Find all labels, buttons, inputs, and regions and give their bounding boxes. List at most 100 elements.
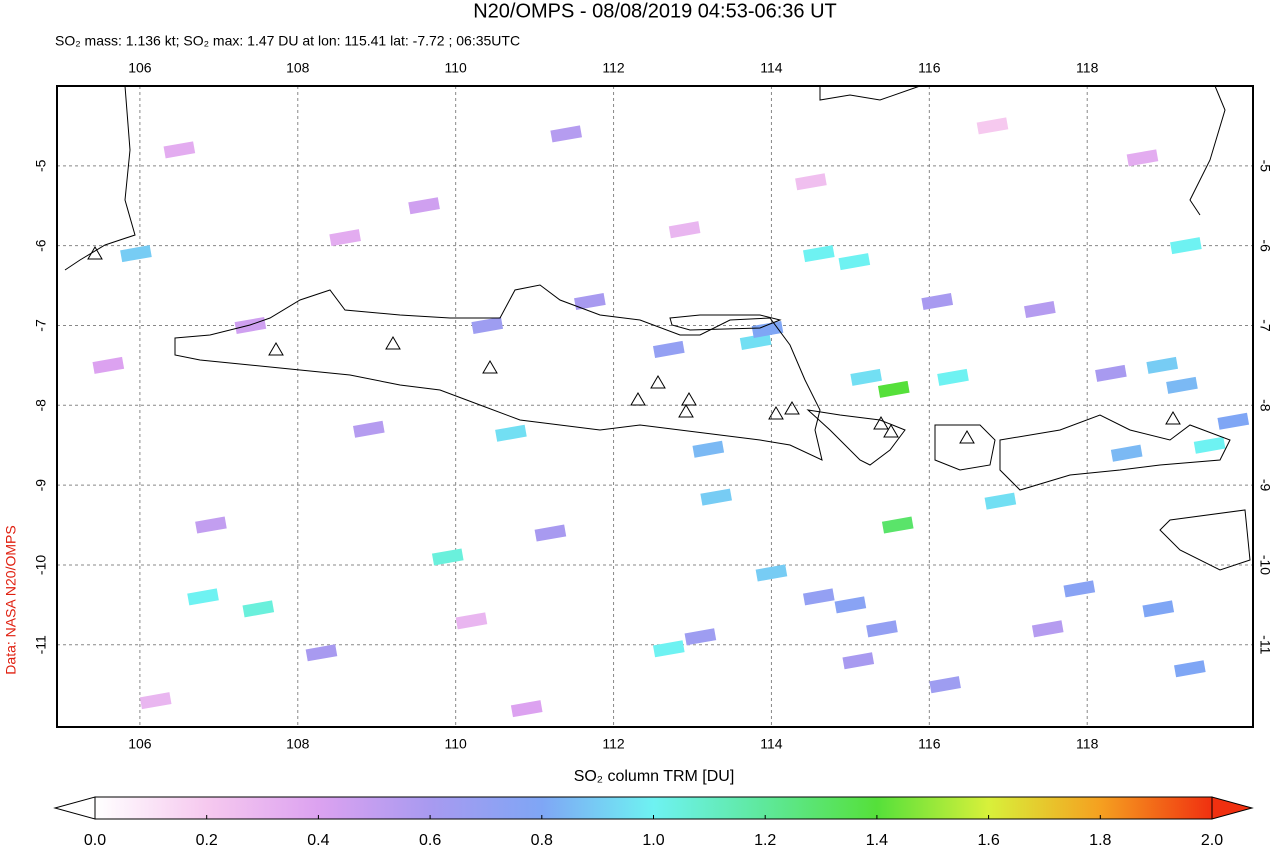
so2-pixel xyxy=(937,368,969,386)
colorbar-tick-label: 0.2 xyxy=(196,832,218,849)
so2-pixel xyxy=(802,245,835,263)
y-tick-label: -9 xyxy=(33,479,49,492)
so2-pixel xyxy=(1095,364,1127,382)
colorbar-tick-label: 1.6 xyxy=(977,832,999,849)
so2-pixel xyxy=(755,564,788,582)
y-tick-label: -5 xyxy=(33,159,49,172)
y-tick-label: -6 xyxy=(1257,239,1272,252)
so2-pixel xyxy=(329,229,361,247)
so2-pixel xyxy=(877,380,910,398)
so2-pixel xyxy=(242,600,275,618)
so2-pixel xyxy=(921,293,954,311)
subtitle: SO₂ mass: 1.136 kt; SO₂ max: 1.47 DU at … xyxy=(55,33,520,49)
x-tick-label: 112 xyxy=(602,60,625,76)
so2-pixel xyxy=(984,492,1017,510)
so2-pixel xyxy=(431,548,464,566)
x-tick-label: 118 xyxy=(1076,60,1099,76)
coast xyxy=(64,85,136,271)
so2-pixel xyxy=(653,640,685,658)
so2-pixel xyxy=(739,332,772,350)
map-frame xyxy=(56,85,1254,728)
colorbar-arrow-high xyxy=(1211,796,1254,820)
coast xyxy=(174,284,823,461)
y-tick-label: -11 xyxy=(1257,635,1272,654)
y-tick-label: -5 xyxy=(1257,160,1272,173)
coast xyxy=(934,424,996,471)
x-tick-label: 110 xyxy=(445,736,468,752)
y-tick-label: -11 xyxy=(33,635,49,654)
so2-pixel xyxy=(850,368,882,386)
so2-pixel xyxy=(1031,620,1064,638)
so2-pixel xyxy=(976,117,1009,135)
y-tick-label: -9 xyxy=(1257,479,1272,492)
so2-pixel xyxy=(120,245,152,263)
so2-pixel xyxy=(510,700,543,718)
so2-pixel xyxy=(838,253,871,271)
so2-pixel xyxy=(1193,436,1226,454)
so2-pixel xyxy=(139,692,172,710)
volcano xyxy=(87,246,1181,444)
so2-pixel xyxy=(795,173,827,191)
so2-pixel xyxy=(684,628,717,646)
x-tick-label: 112 xyxy=(602,736,625,752)
x-tick-label: 110 xyxy=(445,60,468,76)
colorbar: 0.0 0.2 0.4 0.6 0.8 1.0 1.2 1.4 1.6 1.8 2.0 xyxy=(53,796,1254,849)
so2-pixel xyxy=(353,420,385,438)
y-tick-label: -8 xyxy=(33,399,49,412)
colorbar-tick-label: 1.0 xyxy=(642,832,664,849)
so2-pixel xyxy=(1217,412,1250,430)
coast xyxy=(819,85,921,101)
so2-pixel xyxy=(195,516,227,534)
x-tick-label: 116 xyxy=(918,736,941,752)
y-tick-label: -7 xyxy=(1257,319,1272,332)
colorbar-arrow-low xyxy=(53,796,96,820)
so2-pixel xyxy=(495,424,527,442)
y-tick-label: -10 xyxy=(1257,555,1272,575)
credit: Data: NASA N20/OMPS xyxy=(3,525,19,674)
so2-pixel xyxy=(408,197,440,215)
coastlines xyxy=(64,85,1251,571)
colorbar-tick-label: 0.6 xyxy=(419,832,441,849)
so2-pixel xyxy=(1126,149,1159,167)
so2-pixel xyxy=(534,524,567,542)
volcanoes xyxy=(87,246,1181,444)
x-tick-label: 114 xyxy=(760,736,783,752)
colorbar-tick-label: 0.8 xyxy=(531,832,553,849)
so2-pixel xyxy=(305,644,338,662)
so2-pixel xyxy=(802,588,835,606)
colorbar-tick-label: 0.4 xyxy=(307,832,329,849)
colorbar-label: SO₂ column TRM [DU] xyxy=(574,768,735,785)
y-tick-label: -6 xyxy=(33,239,49,252)
so2-pixel xyxy=(1142,600,1175,618)
so2-pixel xyxy=(187,588,219,606)
so2-pixel xyxy=(929,676,961,694)
so2-pixel xyxy=(692,440,725,458)
so2-pixel xyxy=(1063,580,1096,598)
grid xyxy=(57,86,1253,727)
so2-pixel xyxy=(574,293,606,311)
x-tick-label: 106 xyxy=(128,60,152,76)
so2-pixel xyxy=(834,596,867,614)
so2-pixel xyxy=(1166,376,1198,394)
so2-pixel xyxy=(653,340,685,358)
axes: 106 106 108 108 110 110 112 112 114 114 116 116 118 1… xyxy=(33,60,1272,752)
so2-pixel xyxy=(1174,660,1206,678)
so2-pixel xyxy=(668,221,701,239)
so2-pixel xyxy=(550,125,583,143)
so2-pixel xyxy=(1146,356,1179,374)
so2-pixel xyxy=(163,141,196,159)
x-tick-label: 114 xyxy=(760,60,783,76)
so2-pixel xyxy=(700,488,732,506)
so2-pixel xyxy=(455,612,488,630)
so2-pixel xyxy=(1024,300,1056,319)
y-tick-label: -7 xyxy=(33,319,49,332)
so2-pixel xyxy=(842,652,875,670)
colorbar-tick-label: 2.0 xyxy=(1201,832,1223,849)
so2-pixel xyxy=(881,516,914,534)
so2-pixel xyxy=(92,356,125,374)
y-tick-label: -8 xyxy=(1257,399,1272,412)
x-tick-label: 108 xyxy=(286,60,310,76)
colorbar-tick-label: 0.0 xyxy=(84,832,106,849)
coast xyxy=(806,409,906,466)
